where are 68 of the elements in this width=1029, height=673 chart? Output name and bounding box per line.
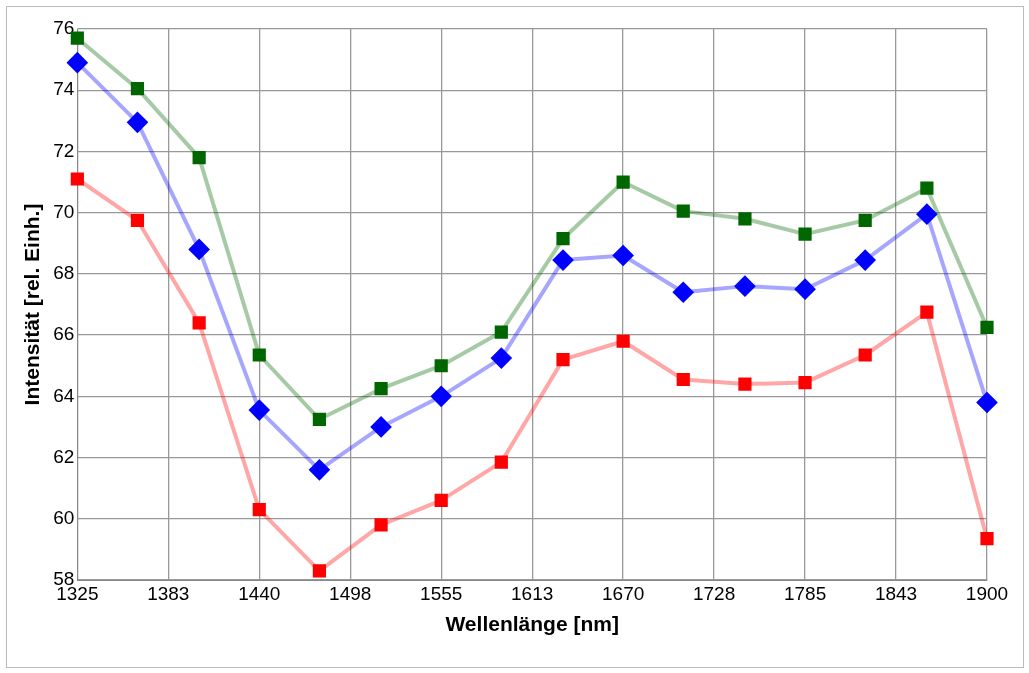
y-tick-label: 64	[53, 384, 75, 406]
point	[556, 353, 570, 367]
x-axis-title: Wellenlänge [nm]	[445, 612, 619, 636]
point	[920, 181, 934, 195]
y-axis-title: Intensität [rel. Einh.]	[20, 203, 44, 406]
point	[309, 459, 330, 480]
y-tick-label: 62	[53, 445, 75, 467]
point	[67, 52, 88, 73]
x-tick-label: 1900	[965, 582, 1009, 604]
point	[734, 276, 755, 297]
point	[127, 112, 148, 133]
x-tick-label: 1613	[511, 582, 554, 604]
y-tick-label: 74	[53, 78, 75, 100]
point	[553, 250, 574, 271]
point	[920, 305, 934, 319]
point	[980, 532, 994, 546]
x-tick-label: 1555	[420, 582, 463, 604]
point	[855, 250, 876, 271]
point	[130, 213, 145, 227]
point	[977, 392, 997, 413]
point	[312, 564, 326, 578]
point	[374, 382, 388, 396]
x-tick-label: 1843	[874, 582, 918, 604]
x-tick-label: 1383	[147, 582, 190, 604]
point	[130, 82, 145, 96]
point	[192, 316, 206, 330]
point	[192, 150, 206, 165]
point	[980, 320, 994, 335]
x-tick-label: 1728	[692, 582, 736, 604]
point	[252, 348, 266, 362]
y-tick-label: 70	[53, 200, 75, 222]
point	[371, 416, 392, 437]
y-tick-label: 60	[53, 507, 75, 529]
point	[798, 227, 812, 241]
x-tick-label: 1785	[783, 582, 827, 604]
point	[616, 175, 630, 189]
x-tick-label: 1670	[601, 582, 645, 604]
point	[431, 386, 452, 407]
point	[491, 348, 512, 369]
point	[494, 325, 508, 339]
point	[374, 518, 388, 532]
point	[252, 503, 266, 517]
point	[616, 334, 630, 348]
point	[70, 172, 84, 186]
y-tick-label: 76	[53, 17, 75, 39]
y-tick-label: 72	[53, 139, 75, 161]
point	[613, 245, 634, 266]
x-tick-label: 1498	[329, 582, 372, 604]
point	[738, 377, 752, 391]
y-tick-label: 66	[53, 323, 75, 345]
point	[494, 455, 508, 469]
point	[676, 204, 690, 218]
point	[798, 375, 812, 390]
point	[556, 232, 570, 246]
point	[673, 282, 694, 303]
point	[434, 359, 448, 373]
point	[858, 348, 872, 362]
point	[738, 212, 752, 226]
point	[434, 493, 448, 508]
point	[916, 204, 937, 225]
y-tick-label: 68	[53, 262, 75, 284]
point	[858, 213, 872, 227]
point	[189, 239, 210, 260]
point	[249, 400, 270, 421]
x-tick-label: 1440	[238, 582, 281, 604]
point	[676, 372, 690, 387]
point	[795, 279, 816, 300]
point	[312, 412, 326, 426]
